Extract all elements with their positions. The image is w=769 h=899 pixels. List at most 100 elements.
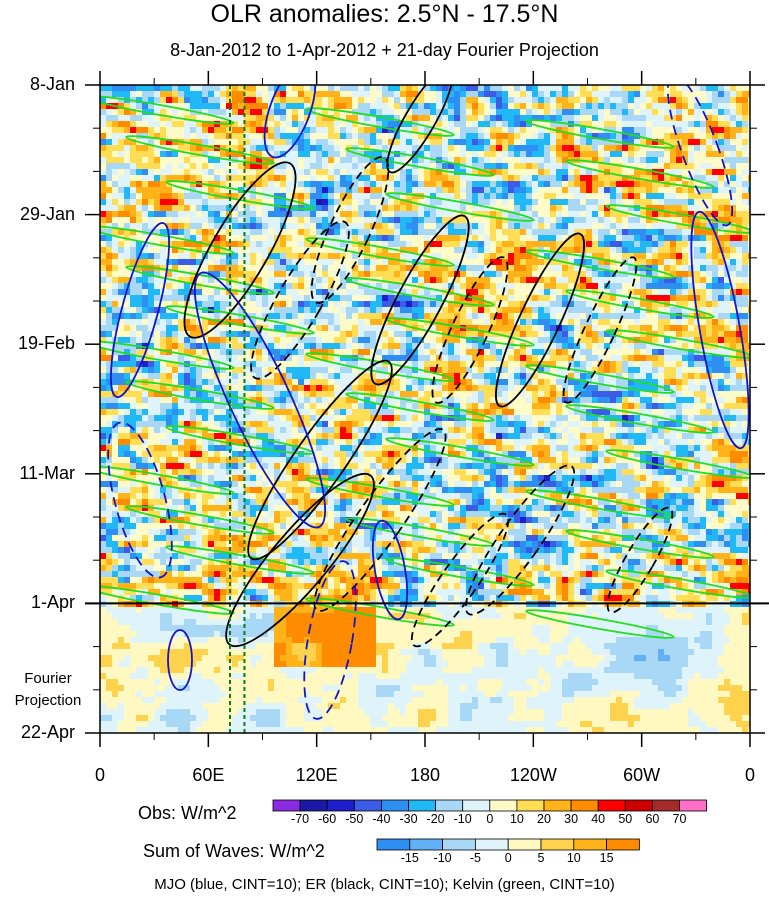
obs-cell: [262, 247, 269, 254]
obs-cell: [124, 151, 131, 158]
obs-cell: [268, 85, 275, 92]
obs-cell: [358, 349, 365, 356]
obs-cell: [604, 319, 611, 326]
obs-cell: [538, 163, 545, 170]
obs-cell: [310, 319, 317, 326]
obs-cell: [586, 247, 593, 254]
obs-cell: [172, 97, 179, 104]
obs-cell: [268, 337, 275, 344]
obs-cell: [586, 85, 593, 92]
obs-cell: [334, 127, 341, 134]
obs-cell: [580, 349, 587, 356]
obs-cell: [574, 187, 581, 194]
obs-cell: [646, 157, 653, 164]
obs-cell: [382, 97, 389, 104]
obs-cell: [448, 247, 455, 254]
obs-cell: [628, 223, 635, 230]
obs-cell: [556, 307, 563, 314]
obs-cell: [742, 187, 749, 194]
obs-cell: [484, 187, 491, 194]
obs-cell: [544, 133, 551, 140]
obs-cell: [292, 265, 299, 272]
obs-cell: [334, 151, 341, 158]
obs-cell: [202, 205, 209, 212]
obs-cell: [532, 97, 539, 104]
obs-cell: [388, 337, 395, 344]
obs-cell: [196, 187, 203, 194]
obs-cell: [244, 145, 251, 152]
obs-cell: [118, 295, 125, 302]
obs-cell: [658, 103, 665, 110]
obs-cell: [568, 223, 575, 230]
obs-cell: [712, 199, 719, 206]
obs-cell: [214, 235, 221, 242]
obs-cell: [514, 277, 521, 284]
obs-cell: [394, 169, 401, 176]
obs-cell: [664, 121, 671, 128]
obs-cell: [622, 139, 629, 146]
obs-cell: [676, 199, 683, 206]
obs-cell: [538, 205, 545, 212]
obs-cell: [658, 247, 665, 254]
obs-cell: [400, 229, 407, 236]
obs-cell: [694, 205, 701, 212]
obs-cell: [436, 175, 443, 182]
obs-cell: [406, 205, 413, 212]
obs-cell: [148, 97, 155, 104]
obs-cell: [262, 277, 269, 284]
obs-cell: [466, 193, 473, 200]
obs-cell: [370, 283, 377, 290]
obs-cell: [748, 187, 750, 194]
obs-cell: [232, 229, 239, 236]
obs-cell: [514, 289, 521, 296]
obs-cell: [376, 157, 383, 164]
obs-cell: [382, 265, 389, 272]
obs-cell: [412, 175, 419, 182]
obs-cell: [394, 343, 401, 350]
obs-cell: [406, 313, 413, 320]
obs-cell: [430, 91, 437, 98]
obs-cell: [544, 343, 551, 350]
obs-cell: [604, 175, 611, 182]
obs-cell: [154, 325, 161, 332]
obs-cell: [370, 229, 377, 236]
obs-cell: [310, 115, 317, 122]
obs-cell: [562, 139, 569, 146]
obs-cell: [670, 259, 677, 266]
obs-cell: [136, 325, 143, 332]
obs-cell: [496, 127, 503, 134]
obs-cell: [418, 295, 425, 302]
obs-cell: [376, 265, 383, 272]
obs-cell: [160, 115, 167, 122]
obs-cell: [424, 259, 431, 266]
obs-cell: [430, 205, 437, 212]
obs-cell: [358, 187, 365, 194]
obs-cell: [166, 307, 173, 314]
obs-cell: [496, 247, 503, 254]
obs-cell: [316, 175, 323, 182]
obs-cell: [298, 109, 305, 116]
obs-cell: [436, 241, 443, 248]
obs-cell: [724, 325, 731, 332]
obs-cell: [586, 271, 593, 278]
obs-cell: [310, 271, 317, 278]
obs-cell: [400, 169, 407, 176]
obs-cell: [202, 217, 209, 224]
obs-cell: [550, 289, 557, 296]
obs-cell: [298, 157, 305, 164]
obs-cell: [196, 337, 203, 344]
obs-cell: [724, 349, 731, 356]
obs-cell: [292, 301, 299, 308]
obs-cell: [562, 175, 569, 182]
obs-cell: [550, 343, 557, 350]
obs-cell: [484, 97, 491, 104]
obs-cell: [148, 307, 155, 314]
obs-cell: [214, 85, 221, 92]
obs-cell: [508, 283, 515, 290]
obs-cell: [364, 145, 371, 152]
obs-cell: [418, 235, 425, 242]
obs-cell: [178, 193, 185, 200]
obs-cell: [694, 253, 701, 260]
obs-cell: [478, 223, 485, 230]
obs-cell: [610, 319, 617, 326]
